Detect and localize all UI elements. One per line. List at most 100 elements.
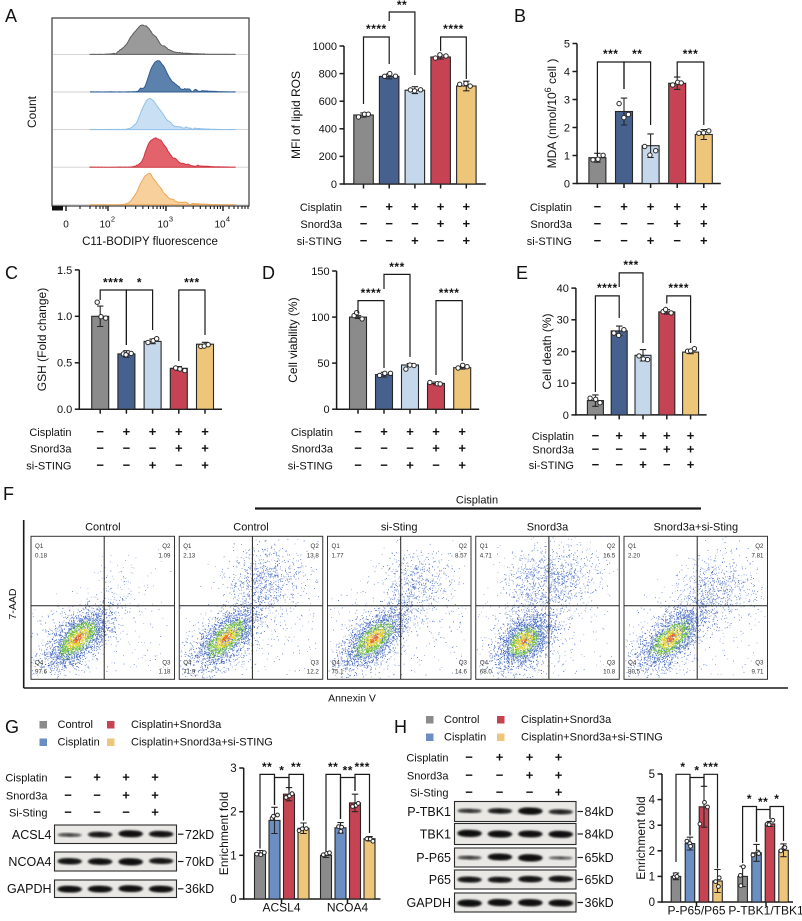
svg-text:1.77: 1.77 — [332, 552, 345, 559]
svg-text:Cisplatin: Cisplatin — [58, 737, 100, 749]
svg-text:−: − — [673, 233, 681, 248]
svg-text:71.9: 71.9 — [183, 668, 196, 675]
svg-text:0: 0 — [564, 178, 570, 190]
svg-text:8.57: 8.57 — [455, 552, 468, 559]
svg-text:***: *** — [389, 260, 405, 274]
svg-text:−: − — [496, 768, 504, 783]
svg-text:+: + — [639, 428, 647, 443]
svg-text:Si-Sting: Si-Sting — [410, 788, 449, 800]
svg-text:−: − — [354, 441, 362, 456]
svg-text:MFI of lipid ROS: MFI of lipid ROS — [289, 71, 303, 159]
svg-text:7-AAD: 7-AAD — [7, 588, 19, 619]
svg-text:A: A — [5, 6, 17, 26]
svg-text:+: + — [93, 770, 101, 785]
svg-text:Control: Control — [233, 522, 268, 534]
svg-text:GSH (Fold change): GSH (Fold change) — [35, 288, 49, 391]
svg-text:−: − — [639, 442, 647, 457]
svg-text:Q2: Q2 — [459, 543, 468, 550]
svg-text:Cisplatin: Cisplatin — [29, 427, 71, 439]
svg-text:−: − — [123, 441, 131, 456]
svg-text:Q1: Q1 — [332, 543, 341, 550]
svg-text:0: 0 — [563, 410, 569, 422]
svg-text:+: + — [647, 233, 655, 248]
svg-text:Q4: Q4 — [480, 659, 489, 666]
svg-text:*: * — [137, 276, 142, 290]
svg-text:Cisplatin+Snord3a: Cisplatin+Snord3a — [521, 714, 612, 726]
svg-text:****: **** — [597, 281, 618, 295]
svg-text:−: − — [64, 805, 72, 820]
svg-text:3: 3 — [169, 215, 173, 224]
svg-text:Q4: Q4 — [628, 659, 637, 666]
svg-text:*: * — [774, 792, 779, 806]
svg-text:**: ** — [262, 760, 272, 774]
svg-text:10.8: 10.8 — [603, 668, 616, 675]
svg-text:+: + — [647, 199, 655, 214]
svg-text:1.0: 1.0 — [57, 311, 72, 323]
svg-text:Snord3a: Snord3a — [532, 445, 574, 457]
svg-text:+: + — [411, 199, 419, 214]
svg-text:400: 400 — [319, 124, 337, 136]
svg-text:Q4: Q4 — [183, 659, 192, 666]
svg-text:30: 30 — [557, 315, 569, 327]
svg-text:3: 3 — [564, 94, 570, 106]
svg-text:+: + — [463, 199, 471, 214]
svg-text:H: H — [394, 717, 407, 737]
svg-text:4: 4 — [564, 66, 570, 78]
svg-text:Q3: Q3 — [755, 659, 764, 666]
svg-text:+: + — [555, 750, 563, 765]
svg-text:****: **** — [366, 22, 387, 36]
svg-text:150: 150 — [311, 266, 329, 278]
svg-text:***: *** — [623, 258, 639, 272]
svg-text:**: ** — [328, 760, 338, 774]
svg-text:−: − — [360, 216, 368, 231]
svg-text:Cisplatin: Cisplatin — [530, 202, 572, 214]
svg-text:**: ** — [397, 0, 407, 12]
svg-text:GAPDH: GAPDH — [7, 882, 51, 896]
svg-text:+: + — [175, 424, 183, 439]
svg-text:−: − — [93, 805, 101, 820]
svg-text:−: − — [465, 750, 473, 765]
svg-text:+: + — [496, 750, 504, 765]
svg-text:Cell viability (%): Cell viability (%) — [286, 297, 300, 382]
svg-text:1.18: 1.18 — [158, 668, 171, 675]
svg-text:Q2: Q2 — [162, 543, 171, 550]
svg-text:si-STING: si-STING — [297, 236, 342, 248]
svg-text:4: 4 — [649, 795, 656, 807]
svg-text:97.6: 97.6 — [35, 668, 48, 675]
svg-text:***: *** — [184, 276, 200, 290]
svg-text:Cell death (%): Cell death (%) — [540, 313, 554, 389]
svg-text:+: + — [639, 457, 647, 472]
svg-text:0.5: 0.5 — [57, 358, 72, 370]
svg-text:65kD: 65kD — [585, 873, 614, 887]
svg-text:−: − — [64, 770, 72, 785]
svg-text:0: 0 — [230, 894, 236, 906]
svg-text:−: − — [123, 458, 131, 473]
svg-text:5: 5 — [564, 38, 570, 50]
svg-text:2: 2 — [230, 807, 236, 819]
svg-text:+: + — [201, 441, 209, 456]
svg-text:MDA (nmol/106 cell ): MDA (nmol/106 cell ) — [543, 59, 559, 169]
svg-text:+: + — [151, 805, 159, 820]
svg-text:68.0: 68.0 — [480, 668, 493, 675]
svg-text:+: + — [432, 441, 440, 456]
svg-text:+: + — [620, 199, 628, 214]
svg-text:Q2: Q2 — [311, 543, 320, 550]
svg-text:−: − — [592, 442, 600, 457]
svg-text:−: − — [465, 768, 473, 783]
svg-text:2: 2 — [649, 846, 655, 858]
svg-text:+: + — [437, 216, 445, 231]
svg-text:13.8: 13.8 — [307, 552, 320, 559]
svg-text:+: + — [663, 442, 671, 457]
svg-text:Q1: Q1 — [628, 543, 637, 550]
svg-text:10: 10 — [557, 378, 569, 390]
svg-text:Cisplatin+Snord3a+si-STING: Cisplatin+Snord3a+si-STING — [131, 737, 273, 749]
svg-text:−: − — [615, 457, 623, 472]
svg-text:Q1: Q1 — [480, 543, 489, 550]
svg-text:−: − — [149, 441, 157, 456]
svg-text:****: **** — [103, 276, 124, 290]
svg-text:40: 40 — [557, 283, 569, 295]
svg-text:84kD: 84kD — [585, 828, 614, 842]
svg-text:36kD: 36kD — [185, 882, 214, 896]
svg-text:−: − — [380, 458, 388, 473]
svg-text:+: + — [411, 233, 419, 248]
